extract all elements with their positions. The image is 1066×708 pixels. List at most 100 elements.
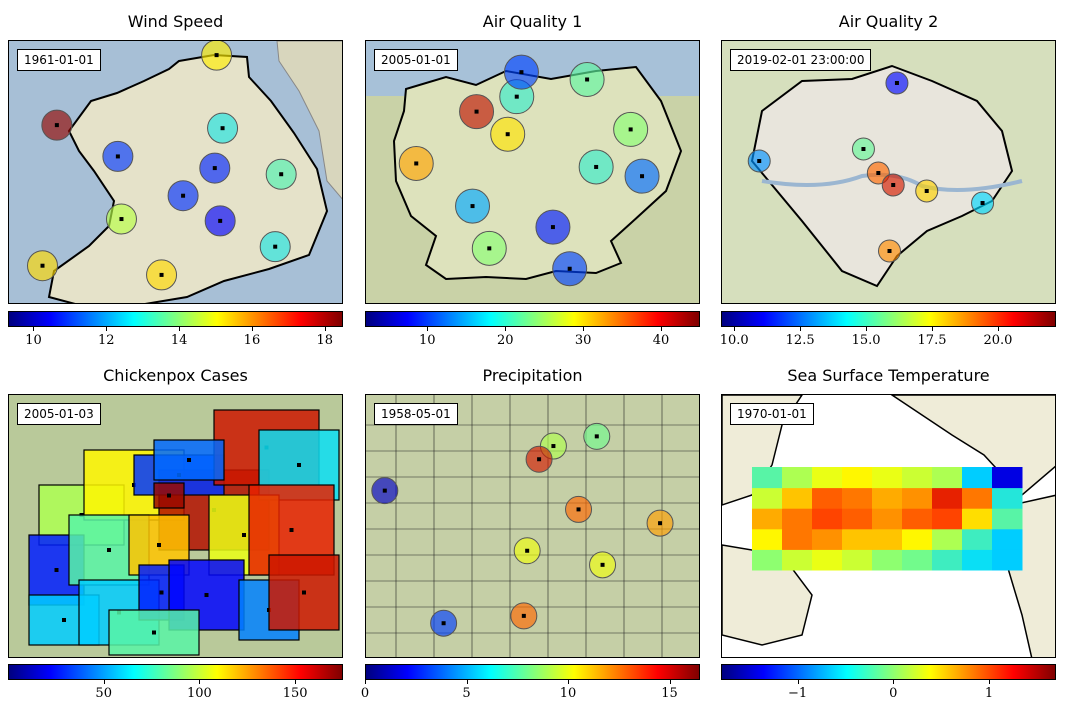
date-label: 1961-01-01 [17, 49, 101, 71]
sst-cell [752, 467, 783, 489]
county-centroid [297, 463, 301, 467]
station-point [181, 193, 186, 198]
map-midwest: 1958-05-01 [365, 394, 700, 658]
county-centroid [289, 528, 294, 532]
sst-cell [812, 508, 843, 530]
colorbar [721, 664, 1056, 680]
date-label: 1970-01-01 [730, 403, 814, 425]
colorbar-tick [106, 327, 108, 331]
station-point [519, 70, 524, 75]
map-hungary: 2005-01-03 [8, 394, 343, 658]
station-point [537, 457, 542, 462]
county-centroid [302, 590, 306, 595]
colorbar-tick-label: 150 [282, 686, 308, 701]
station-point [487, 246, 492, 251]
sst-cell [902, 549, 933, 571]
sst-cell [962, 508, 993, 530]
colorbar-tick [734, 327, 736, 331]
station-point [576, 507, 581, 512]
colorbar-tick [800, 327, 802, 331]
colorbar-tick-label: 1 [984, 686, 994, 701]
sst-cell [902, 467, 933, 489]
station-point [382, 488, 387, 493]
colorbar-tick-label: 20 [496, 333, 514, 348]
colorbar-tick-label: 16 [243, 333, 261, 348]
colorbar-tick [989, 680, 990, 684]
colorbar-tick-label: −1 [787, 686, 808, 701]
station-point [505, 132, 510, 137]
colorbar-ticks: 10 12 14 16 18 [8, 327, 343, 348]
station-point [115, 154, 120, 159]
station-point [273, 244, 278, 249]
colorbar-tick [669, 680, 671, 684]
sst-cell [992, 528, 1023, 550]
station-point [600, 562, 605, 567]
britain-coast [276, 41, 342, 200]
station-point [887, 249, 892, 253]
chart-title: Wind Speed [127, 12, 224, 31]
colorbar-tick-label: 10.0 [719, 333, 749, 348]
sst-cell [842, 528, 873, 550]
colorbar-ticks: 50 100 150 [8, 680, 343, 701]
colorbar-tick-label: 5 [462, 686, 471, 701]
sst-cell [752, 508, 783, 530]
station-point [214, 53, 219, 58]
station-point [40, 263, 45, 268]
county-centroid [157, 543, 161, 547]
chart-title: Chickenpox Cases [103, 366, 248, 385]
sst-cell [932, 508, 963, 530]
colorbar-tick [295, 680, 297, 684]
date-label: 2005-01-01 [374, 49, 458, 71]
colorbar-tick-label: 12 [98, 333, 115, 348]
sst-cell [842, 487, 873, 509]
county-centroid [107, 548, 111, 552]
colorbar-tick-label: 14 [170, 333, 188, 348]
station-point [218, 218, 223, 223]
colorbar [8, 664, 343, 680]
colorbar-tick-label: 40 [652, 333, 670, 348]
colorbar-tick-label: 15 [661, 686, 678, 701]
colorbar-tick [505, 327, 507, 331]
colorbar-ticks: 0 5 10 15 [361, 680, 700, 701]
colorbar-ticks: 10.0 12.5 15.0 17.5 20.0 [719, 327, 1056, 348]
station-point [861, 147, 866, 151]
sst-cell [872, 549, 903, 571]
chart-title: Air Quality 1 [482, 12, 583, 31]
colorbar-tick [997, 327, 999, 331]
station-point [220, 126, 225, 131]
chart-title: Air Quality 2 [838, 12, 939, 31]
station-markers [747, 71, 995, 263]
colorbar-tick [932, 327, 934, 331]
sst-cell [932, 487, 963, 509]
colorbar-tick [866, 327, 868, 331]
colorbar-tick [33, 327, 35, 331]
landmass [47, 53, 329, 303]
colorbar-tick-label: 10 [559, 686, 577, 701]
colorbar-tick-label: 50 [95, 686, 112, 701]
chart-title: Precipitation [482, 366, 583, 385]
colorbar-tick [251, 327, 253, 331]
station-markers [398, 54, 660, 287]
station-point [640, 174, 645, 179]
sst-cell [992, 508, 1023, 530]
station-point [594, 164, 599, 169]
colorbar-tick [661, 327, 663, 331]
sst-cell [842, 467, 873, 489]
colorbar-tick-label: 100 [187, 686, 212, 701]
map-london: 2019-02-01 23:00:00 [721, 40, 1056, 304]
county-centroid [62, 618, 66, 622]
sst-cell [902, 508, 933, 530]
station-point [551, 444, 556, 449]
station-point [876, 171, 881, 175]
colorbar-ticks: −1 0 1 [721, 680, 1056, 701]
colorbar [365, 311, 700, 327]
station-point [658, 521, 663, 526]
sst-cell [872, 487, 903, 509]
county-centroid [242, 533, 246, 537]
colorbar-tick-label: 0 [889, 686, 898, 701]
sst-cell [782, 508, 813, 530]
map-pacific: 1970-01-01 [721, 394, 1056, 658]
sst-cell [992, 487, 1023, 509]
station-point [159, 272, 164, 277]
map-canvas [366, 395, 699, 657]
